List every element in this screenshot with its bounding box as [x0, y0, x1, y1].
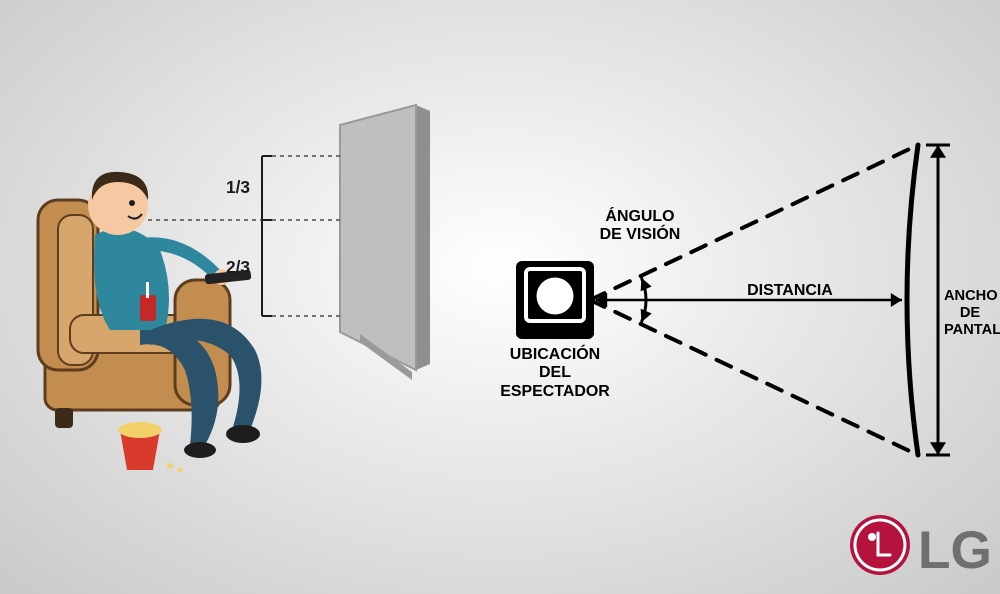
svg-text:LG: LG: [918, 521, 992, 580]
label-distance: DISTANCIA: [730, 282, 850, 300]
lg-logo: LG: [840, 505, 1000, 585]
infographic-stage: 1/3 2/3 ÁNGULODE VISIÓN DISTANCIA ANCHO …: [0, 0, 1000, 594]
label-screen-width: ANCHO DEPANTALLA: [944, 288, 996, 338]
label-viewer-location: UBICACIÓNDELESPECTADOR: [495, 346, 615, 401]
label-viewing-angle: ÁNGULODE VISIÓN: [580, 208, 700, 245]
